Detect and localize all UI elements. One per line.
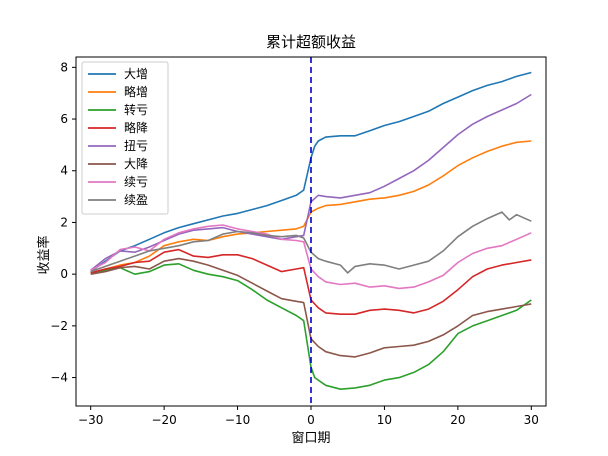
chart-title: 累计超额收益	[266, 33, 356, 51]
y-tick-label: 4	[60, 164, 68, 178]
x-tick-label: −20	[151, 413, 176, 427]
x-tick-label: 10	[377, 413, 392, 427]
legend-label-2: 略增	[124, 84, 148, 99]
legend-label-1: 大增	[124, 67, 148, 81]
y-tick-label: 2	[60, 215, 68, 229]
y-tick-label: 8	[60, 60, 68, 74]
legend-label-8: 续盈	[124, 193, 148, 207]
y-tick-label: −2	[50, 319, 68, 333]
x-tick-label: −10	[225, 413, 250, 427]
x-axis-label: 窗口期	[291, 430, 330, 446]
legend-label-7: 续亏	[124, 175, 148, 189]
legend-label-5: 扭亏	[124, 139, 148, 153]
series-line-8	[90, 211, 532, 274]
x-tick-label: −30	[78, 413, 103, 427]
legend-label-4: 略降	[124, 120, 148, 135]
x-tick-label: 20	[450, 413, 465, 427]
legend-box	[81, 61, 169, 215]
x-tick-label: 30	[524, 413, 539, 427]
series-line-1	[90, 71, 532, 273]
legend-label-3: 转亏	[124, 102, 148, 117]
y-tick-label: 0	[60, 267, 68, 281]
y-axis-label: 收益率	[36, 235, 52, 274]
y-tick-label: −4	[50, 371, 68, 385]
x-tick-label: 0	[307, 413, 315, 427]
y-tick-label: 6	[60, 112, 68, 126]
legend-label-6: 大降	[124, 157, 148, 171]
